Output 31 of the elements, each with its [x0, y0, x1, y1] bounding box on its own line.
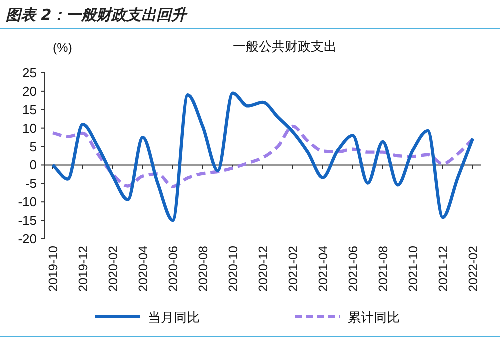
y-tick-label: -10: [18, 194, 37, 210]
x-tick-label: 2020-04: [136, 246, 150, 292]
legend-label: 当月同比: [148, 311, 200, 326]
legend-label: 累计同比: [348, 311, 400, 326]
x-tick-label: 2020-12: [256, 246, 270, 292]
y-tick-label: 5: [30, 139, 37, 154]
y-axis-title: (%): [53, 41, 72, 55]
x-tick-label: 2021-04: [316, 246, 330, 292]
x-tick-label: 2020-10: [226, 246, 240, 292]
x-tick-label: 2021-12: [436, 246, 450, 292]
x-tick-label: 2021-06: [346, 246, 360, 292]
x-tick-label: 2021-02: [286, 246, 300, 292]
x-tick-label: 2019-10: [46, 246, 60, 292]
y-tick-label: -5: [25, 176, 37, 192]
x-tick-label: 2019-12: [76, 246, 90, 292]
x-tick-label: 2022-02: [466, 246, 480, 292]
x-tick-label: 2021-10: [406, 246, 420, 292]
y-tick-label: 20: [22, 84, 37, 99]
x-tick-label: 2021-08: [376, 246, 390, 292]
chart-subtitle: 一般公共财政支出: [233, 40, 337, 55]
y-tick-label: 10: [22, 120, 37, 136]
x-tick-label: 2020-02: [106, 246, 120, 292]
y-tick-label: 15: [22, 102, 37, 118]
x-tick-label: 2020-08: [196, 246, 210, 292]
x-tick-label: 2020-06: [166, 246, 180, 292]
chart-title: 图表 2：一般财政支出回升: [6, 6, 189, 24]
y-tick-label: -15: [18, 213, 37, 228]
line-series: [51, 92, 475, 222]
y-tick-label: 0: [30, 158, 37, 173]
y-tick-label: 25: [22, 66, 37, 80]
y-tick-label: -20: [18, 232, 37, 246]
